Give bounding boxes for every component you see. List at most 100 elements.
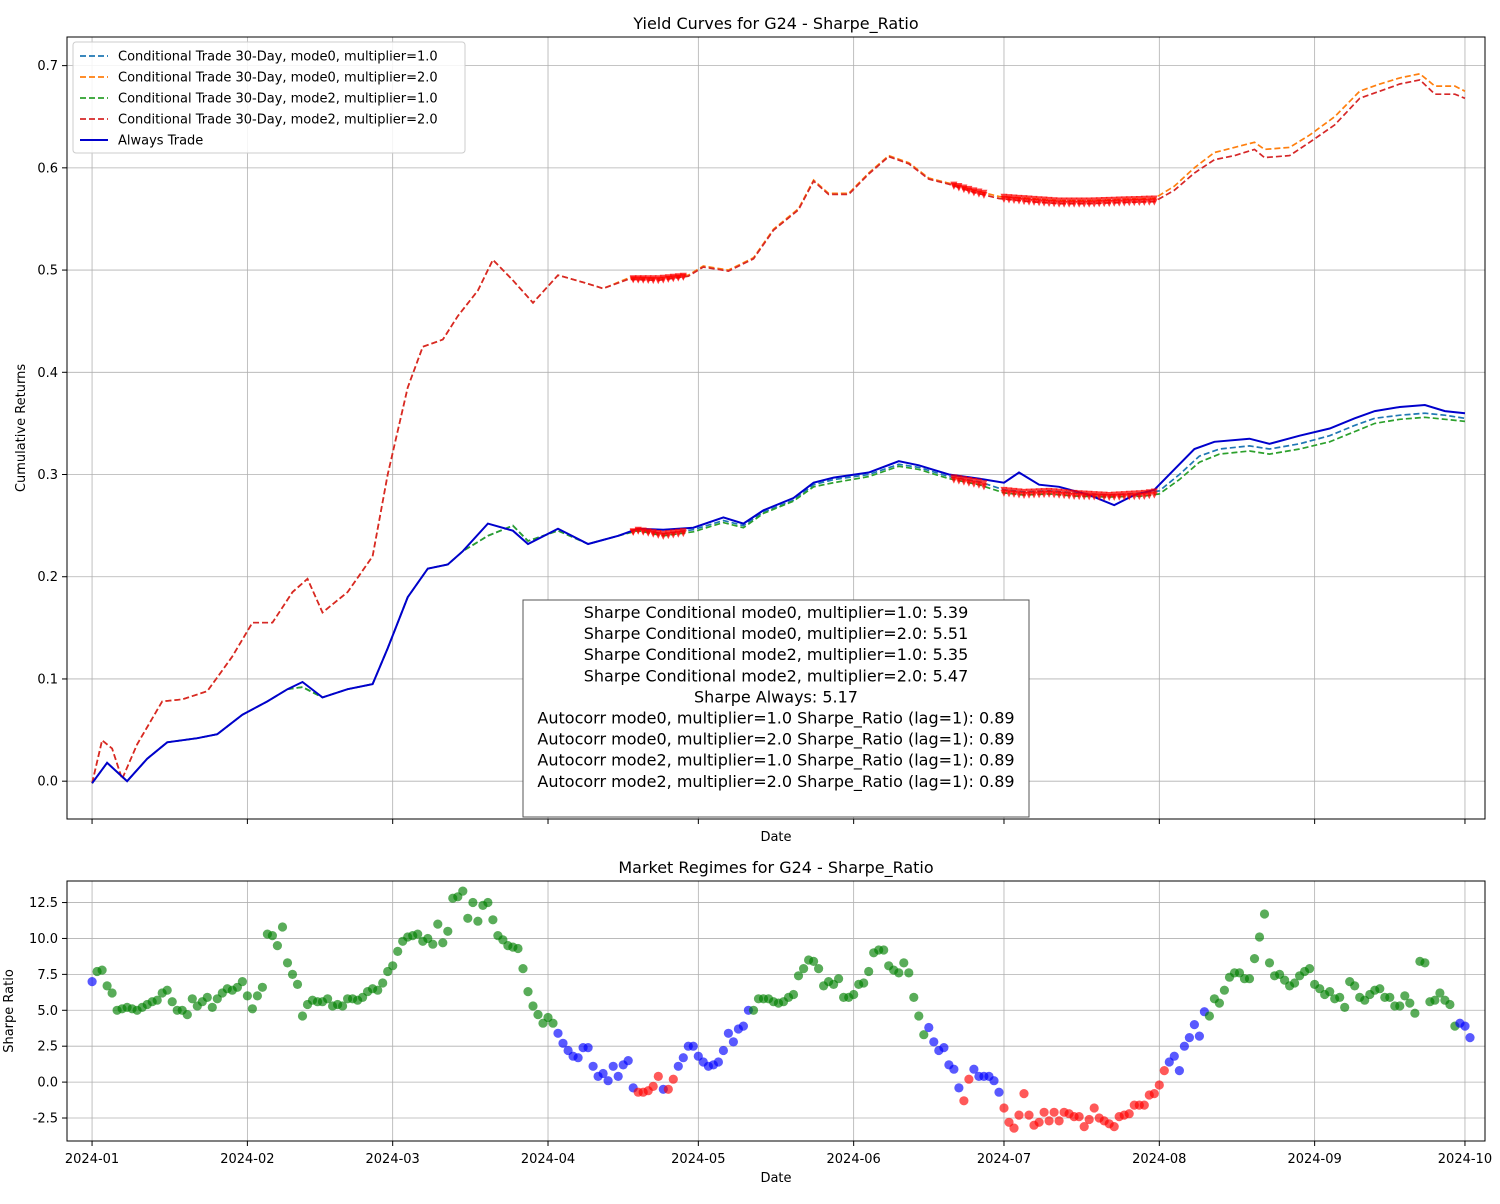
regime-point-blue [688,1041,698,1051]
regime-point-blue [738,1021,749,1031]
no-trade-marker [649,530,657,538]
legend-label: Conditional Trade 30-Day, mode0, multipl… [118,50,438,65]
regime-point-red [1044,1116,1054,1126]
regime-point-red [1079,1122,1089,1132]
regime-point-green [1219,985,1229,995]
regime-point-green [1410,1008,1420,1018]
y-tick-label: 0.5 [37,264,58,279]
no-trade-marker [1130,199,1138,207]
no-trade-marker [1110,493,1118,501]
regime-point-red [1109,1122,1119,1132]
regime-chart-points [87,886,1475,1133]
series-line-conditional-trade-30-day-mode2-multiplier-1-0 [91,416,1466,784]
y-tick-label: 0.2 [37,570,58,585]
no-trade-marker [1010,490,1018,498]
y-tick-label: 0.1 [37,672,58,687]
regime-point-green [388,961,398,971]
no-trade-marker [1025,198,1033,206]
regime-point-green [272,941,282,951]
no-trade-marker [1095,200,1103,208]
regime-point-green [513,943,523,954]
regime-point-green [373,985,383,995]
regime-point-red [1149,1089,1159,1099]
legend-label: Conditional Trade 30-Day, mode0, multipl… [118,71,438,86]
no-trade-marker [1105,494,1113,501]
market-regimes-chart: Market Regimes for G24 - Sharpe_Ratio 20… [2,858,1492,1186]
no-trade-marker [1030,491,1038,499]
regime-point-green [914,1011,924,1021]
regime-chart-x-axis-label: Date [760,1171,791,1186]
regime-point-blue [949,1064,959,1074]
no-trade-marker [1015,197,1023,205]
no-trade-marker [1050,491,1058,499]
regime-point-green [468,897,478,908]
regime-chart-title: Market Regimes for G24 - Sharpe_Ratio [618,858,933,878]
regime-chart-y-ticks: -2.5 0.0 2.5 5.0 7.5 10.0 12.5 [29,896,67,1127]
regime-point-blue [1169,1051,1179,1061]
regime-point-green [152,995,162,1005]
regime-point-green [297,1011,308,1021]
regime-point-green [237,977,247,987]
stats-annotation-line: Sharpe Always: 5.17 [694,687,858,706]
regime-point-green [162,985,172,995]
regime-point-green [849,989,859,1000]
no-trade-marker [1030,198,1038,206]
regime-point-green [1254,932,1265,942]
regime-point-blue [994,1087,1004,1097]
regime-point-blue [608,1061,618,1071]
no-trade-marker [1115,493,1123,501]
x-tick-label: 2024-09 [1287,1152,1341,1167]
regime-point-red [1084,1114,1094,1125]
regime-point-blue [1194,1031,1204,1041]
regime-point-blue [929,1037,939,1047]
no-trade-marker [980,483,988,491]
no-trade-marker [659,276,667,284]
regime-point-green [267,931,277,941]
regime-point-blue [623,1056,633,1066]
regime-point-green [1249,954,1260,964]
regime-point-green [528,1001,538,1011]
legend-label: Conditional Trade 30-Day, mode2, multipl… [118,92,438,107]
regime-point-red [1089,1103,1099,1113]
no-trade-marker [1015,491,1023,499]
regime-point-blue [613,1071,623,1081]
regime-point-green [1340,1002,1350,1013]
regime-point-green [1214,998,1224,1008]
regime-point-blue [939,1043,949,1053]
regime-point-blue [1174,1066,1184,1076]
regime-point-green [438,938,448,948]
regime-point-green [473,916,483,926]
no-trade-marker [1070,492,1078,500]
regime-point-red [999,1103,1009,1113]
no-trade-marker [965,479,973,487]
regime-point-green [1430,995,1440,1005]
regime-point-green [488,915,498,925]
legend-label: Conditional Trade 30-Day, mode2, multipl… [118,113,438,128]
regime-point-red [959,1096,969,1106]
stats-annotation-box: Sharpe Conditional mode0, multiplier=1.0… [522,599,1030,818]
x-tick-label: 2024-02 [220,1152,274,1167]
stats-annotation-line: Sharpe Conditional mode2, multiplier=2.0… [584,666,969,685]
yield-chart-x-axis-label: Date [760,830,791,845]
no-trade-marker [1055,491,1063,499]
regime-point-green [483,897,493,908]
no-trade-marker [644,276,652,284]
no-trade-marker [1130,493,1138,501]
regime-point-green [292,979,303,990]
regime-point-red [1019,1089,1029,1099]
x-tick-label: 2024-04 [521,1152,575,1167]
no-trade-marker [1050,200,1058,208]
regime-point-green [748,1005,759,1015]
no-trade-marker [1145,492,1153,500]
y-tick-label: 0.0 [37,1076,58,1091]
regime-point-green [814,964,824,974]
no-trade-marker [1095,493,1103,501]
regime-point-green [252,991,262,1001]
regime-point-green [1405,998,1415,1008]
x-tick-label: 2024-08 [1132,1152,1186,1167]
no-trade-marker [1140,198,1148,206]
yield-chart-plot-frame [66,36,1486,820]
regime-point-blue [87,977,97,987]
stats-annotation-line: Sharpe Conditional mode0, multiplier=2.0… [584,624,969,643]
